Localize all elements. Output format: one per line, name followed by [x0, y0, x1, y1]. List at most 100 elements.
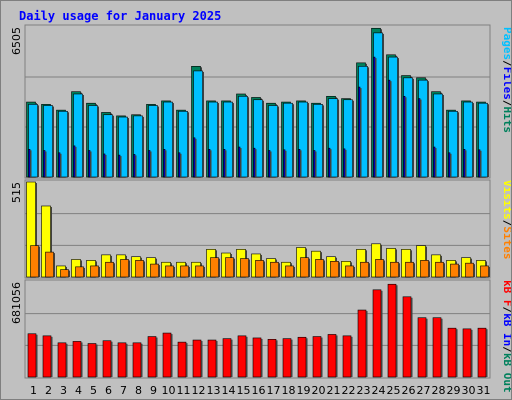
kbytes-bar-shadow [471, 329, 473, 377]
day-label: 2 [45, 384, 52, 397]
hits-files-pages-bars [25, 27, 490, 178]
sites-bar-shadow [203, 266, 205, 277]
sites-bar [420, 260, 429, 278]
pages-bar-shadow [187, 112, 189, 177]
kbytes-bar [432, 317, 442, 378]
sites-bar-shadow [53, 253, 55, 277]
kbytes-bar [267, 339, 277, 378]
kbytes-bar-shadow [351, 336, 353, 377]
sites-bar-shadow [383, 260, 385, 277]
day-label: 28 [432, 384, 446, 397]
kbytes-ymax-label: 681056 [10, 282, 23, 324]
pages-bar-shadow [367, 67, 369, 177]
files-bar-shadow [210, 150, 212, 177]
kbytes-bar-shadow [141, 343, 143, 377]
pages-bar-shadow [427, 81, 429, 177]
kbytes-bar [447, 327, 457, 378]
pages-bar-shadow [472, 103, 474, 177]
sites-bar-shadow [38, 246, 40, 277]
day-label: 26 [402, 384, 416, 397]
kbytes-bar-shadow [396, 285, 398, 377]
pages-bar-shadow [337, 99, 339, 177]
day-label: 10 [162, 384, 176, 397]
legend-pages: Pages [501, 27, 511, 60]
day-label: 30 [462, 384, 476, 397]
pages-bar-shadow [232, 103, 234, 177]
sites-bar-shadow [248, 259, 250, 277]
files-bar-shadow [135, 155, 137, 177]
files-bar [133, 154, 136, 178]
sites-bar-shadow [413, 263, 415, 277]
pages-bar-shadow [52, 106, 54, 177]
kbytes-bar [342, 335, 352, 378]
files-bar-shadow [60, 153, 62, 177]
files-bar [373, 56, 376, 178]
sites-bar-shadow [188, 266, 190, 277]
kbytes-bar [477, 327, 487, 378]
kbytes-bar-shadow [276, 340, 278, 377]
sites-bar [285, 265, 294, 278]
day-label: 9 [150, 384, 157, 397]
visits-legend: Visits/Sites [501, 180, 511, 260]
files-bar-shadow [255, 149, 257, 177]
files-bar [43, 150, 46, 178]
sites-bar [300, 257, 309, 278]
sites-bar [375, 259, 384, 278]
day-label: 22 [342, 384, 356, 397]
kbytes-bar [177, 341, 187, 378]
legend-kb-out: kB Out [501, 353, 511, 393]
files-bar-shadow [270, 151, 272, 177]
sites-bar [270, 261, 279, 278]
kbytes-bar-shadow [156, 337, 158, 377]
pages-bar-shadow [307, 103, 309, 177]
sites-bar-shadow [158, 265, 160, 277]
files-bar [298, 149, 301, 178]
files-bar-shadow [465, 150, 467, 177]
files-bar [313, 150, 316, 178]
kbytes-bar-shadow [66, 343, 68, 377]
pages-bar-shadow [217, 103, 219, 177]
day-label: 27 [417, 384, 431, 397]
sites-bar-shadow [218, 258, 220, 277]
day-label: 3 [60, 384, 67, 397]
kbytes-bar-shadow [336, 335, 338, 377]
sites-bar-shadow [143, 261, 145, 277]
kbytes-bar-shadow [126, 343, 128, 377]
day-label: 6 [105, 384, 112, 397]
sites-bar [450, 263, 459, 278]
files-bar [388, 79, 391, 178]
pages-bar-shadow [277, 106, 279, 177]
legend-kb-f: kB F [501, 280, 511, 307]
kbytes-bar-shadow [291, 339, 293, 377]
files-bar [418, 98, 421, 178]
day-label: 1 [30, 384, 37, 397]
sites-bar-shadow [443, 263, 445, 277]
kbytes-bar [117, 342, 127, 378]
sites-bar [480, 265, 489, 278]
kbytes-bar-shadow [306, 338, 308, 377]
files-bar-shadow [375, 58, 377, 177]
files-bar [253, 147, 256, 178]
sites-bar [150, 263, 159, 278]
sites-bar [105, 261, 114, 278]
sites-bar-shadow [98, 266, 100, 277]
kbytes-bar-shadow [366, 311, 368, 377]
sites-bar-shadow [128, 260, 130, 277]
sites-bar [165, 265, 174, 278]
sites-bar [360, 261, 369, 278]
hits-ymax-label: 6505 [10, 27, 23, 55]
pages-bar-shadow [442, 94, 444, 177]
files-bar-shadow [90, 151, 92, 177]
files-bar [238, 146, 241, 178]
visits-ymax-label: 515 [10, 182, 23, 203]
sites-bar [120, 259, 129, 278]
sites-bar-shadow [83, 267, 85, 277]
kbytes-bar [222, 338, 232, 378]
kbytes-bar [327, 334, 337, 378]
day-label: 11 [177, 384, 191, 397]
files-bar [118, 154, 121, 178]
day-label: 5 [90, 384, 97, 397]
sites-bar-shadow [398, 263, 400, 277]
sites-bar-shadow [308, 258, 310, 277]
sites-bar [30, 245, 39, 278]
